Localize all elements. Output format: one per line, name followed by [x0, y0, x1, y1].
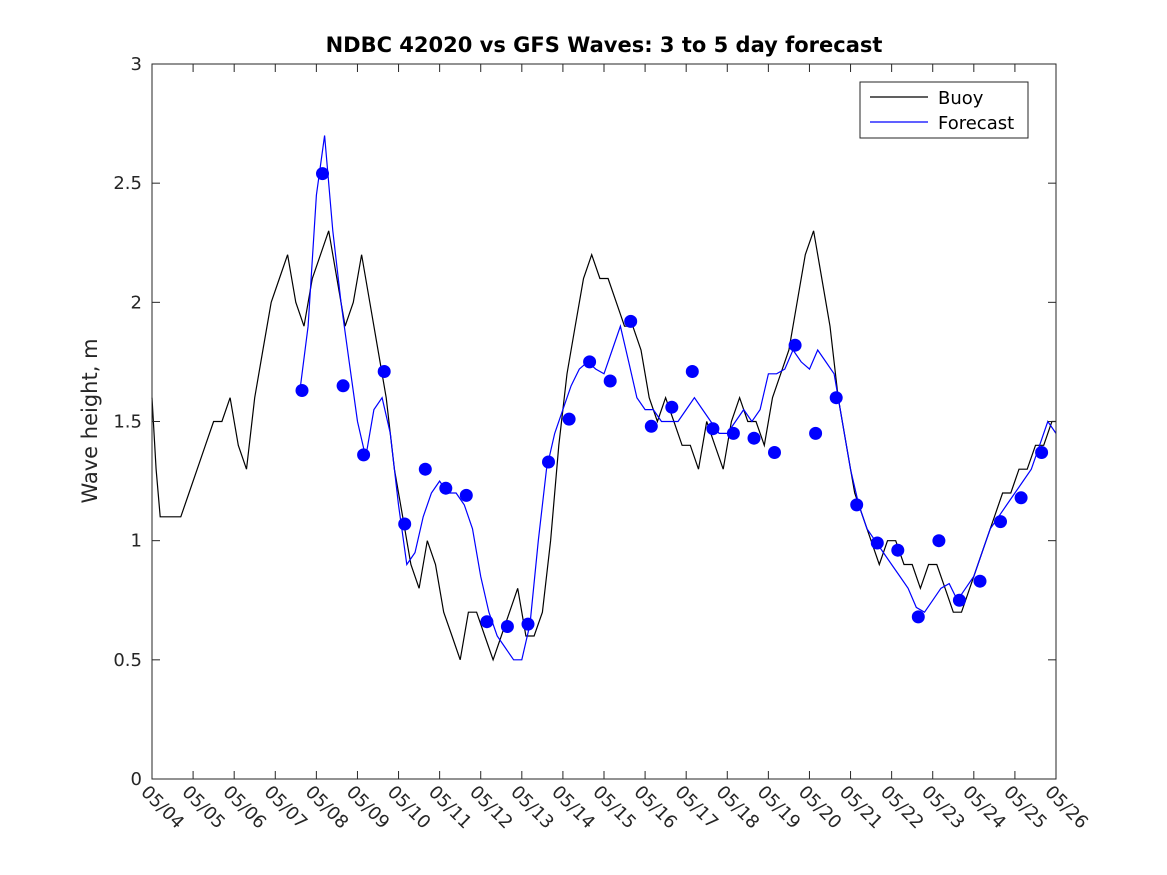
forecast-point	[665, 400, 679, 414]
forecast-point	[336, 379, 350, 393]
forecast-point	[603, 374, 617, 388]
x-tick-label: 05/17	[671, 782, 723, 834]
x-tick-label: 05/15	[588, 782, 640, 834]
y-tick-label: 2.5	[113, 173, 142, 194]
plot-frame	[151, 63, 1057, 780]
forecast-point	[747, 431, 761, 445]
x-tick-label: 05/16	[630, 782, 682, 834]
forecast-point	[685, 365, 699, 378]
x-axis: 05/0405/0505/0605/0705/0805/0905/1005/11…	[136, 64, 1092, 833]
forecast-point	[398, 517, 412, 531]
y-tick-label: 3	[131, 54, 142, 75]
forecast-point	[768, 446, 781, 459]
chart-title: NDBC 42020 vs GFS Waves: 3 to 5 day fore…	[326, 33, 883, 57]
x-tick-label: 05/11	[424, 782, 476, 834]
forecast-point	[726, 426, 740, 440]
forecast-point	[706, 422, 720, 436]
forecast-point	[994, 515, 1007, 529]
forecast-point	[870, 536, 884, 550]
x-tick-label: 05/26	[1040, 782, 1092, 834]
forecast-point	[809, 426, 823, 440]
forecast-point	[500, 620, 514, 633]
x-tick-label: 05/07	[260, 782, 312, 834]
forecast-point	[829, 391, 843, 405]
y-tick-label: 2	[131, 292, 142, 313]
legend-forecast-label: Forecast	[938, 113, 1014, 134]
forecast-point	[850, 498, 864, 512]
y-tick-label: 1	[131, 531, 142, 552]
forecast-point	[788, 338, 802, 352]
y-tick-label: 0.5	[113, 650, 142, 671]
legend-box	[859, 81, 1029, 139]
forecast-point	[316, 167, 329, 181]
forecast-point	[459, 488, 473, 502]
x-tick-label: 05/05	[178, 782, 230, 834]
x-tick-label: 05/09	[342, 782, 394, 834]
forecast-point	[932, 534, 946, 548]
forecast-point	[973, 574, 987, 588]
legend-buoy-label: Buoy	[938, 88, 984, 109]
forecast-point	[542, 455, 555, 469]
x-tick-label: 05/24	[958, 782, 1010, 834]
forecast-point	[295, 384, 309, 397]
x-tick-label: 05/23	[917, 782, 969, 834]
forecast-point	[521, 617, 535, 631]
forecast-point	[911, 610, 925, 624]
x-tick-label: 05/22	[876, 782, 928, 834]
x-tick-label: 05/18	[712, 782, 764, 834]
forecast-point	[377, 365, 391, 378]
forecast-point	[891, 543, 905, 557]
x-tick-label: 05/19	[753, 782, 805, 834]
y-tick-label: 1.5	[113, 412, 142, 433]
forecast-point	[562, 412, 576, 426]
forecast-series-line	[299, 135, 1057, 661]
forecast-point	[644, 419, 658, 433]
forecast-point	[952, 593, 966, 607]
forecast-point	[357, 448, 371, 462]
y-tick-label: 0	[131, 769, 142, 790]
x-tick-label: 05/21	[835, 782, 887, 834]
x-tick-label: 05/25	[999, 782, 1051, 834]
x-tick-label: 05/06	[219, 782, 271, 834]
x-tick-label: 05/20	[794, 782, 846, 834]
forecast-point	[418, 462, 432, 476]
forecast-point	[1035, 446, 1049, 459]
forecast-point	[583, 355, 597, 369]
x-tick-label: 05/13	[506, 782, 558, 834]
forecast-point	[439, 481, 453, 495]
y-axis-label: Wave height, m	[78, 338, 102, 503]
x-tick-label: 05/14	[547, 782, 599, 834]
buoy-series-line	[151, 230, 1056, 662]
x-tick-label: 05/04	[136, 782, 188, 834]
y-axis: 0 0.5 1 1.5 2 2.5 3	[113, 54, 1056, 790]
forecast-point	[624, 314, 638, 328]
forecast-point	[480, 615, 494, 629]
x-tick-label: 05/08	[301, 782, 353, 834]
series-layer	[151, 135, 1057, 662]
legend: Buoy Forecast	[859, 81, 1029, 139]
x-tick-label: 05/12	[465, 782, 517, 834]
x-tick-label: 05/10	[383, 782, 435, 834]
forecast-point	[1014, 491, 1028, 505]
